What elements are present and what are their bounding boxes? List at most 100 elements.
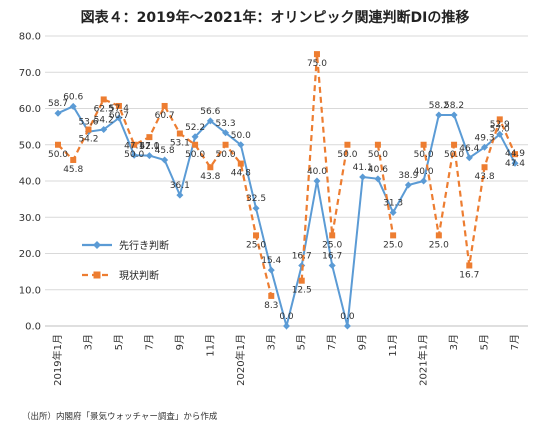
x-tick-label: 7月: [326, 334, 338, 350]
data-label: 0.0: [279, 312, 294, 322]
legend-label: 先行き判断: [119, 239, 169, 252]
point-marker: [435, 111, 443, 119]
point-marker: [496, 116, 503, 123]
data-label: 32.5: [246, 194, 266, 204]
x-tick-label: 7月: [509, 334, 521, 350]
data-label: 12.5: [292, 286, 312, 296]
point-marker: [176, 191, 184, 199]
point-marker: [374, 141, 381, 148]
point-marker: [85, 126, 92, 133]
gridlines: [45, 35, 528, 327]
data-label: 58.2: [444, 101, 464, 111]
data-label: 53.3: [216, 119, 236, 129]
data-label: 58.7: [48, 99, 68, 109]
data-label: 57.0: [490, 124, 510, 134]
data-label: 43.8: [200, 172, 220, 182]
point-marker: [420, 177, 428, 185]
point-marker: [115, 102, 122, 109]
x-tick-label: 11月: [387, 334, 399, 357]
data-label: 0.0: [340, 312, 355, 322]
data-label: 25.0: [246, 240, 266, 250]
point-marker: [313, 177, 321, 185]
data-label: 56.6: [200, 107, 220, 117]
point-marker: [344, 141, 351, 148]
data-label: 47.1: [124, 141, 144, 151]
data-label: 75.0: [307, 59, 327, 69]
point-marker: [130, 151, 138, 159]
point-marker: [404, 181, 412, 189]
point-marker: [450, 111, 458, 119]
point-marker: [451, 141, 458, 148]
data-label: 40.0: [414, 167, 434, 177]
data-label: 50.0: [444, 150, 464, 160]
point-marker: [253, 232, 260, 239]
y-tick-label: 20.0: [19, 249, 41, 260]
data-label: 50.0: [124, 150, 144, 160]
point-marker: [161, 156, 169, 164]
data-label: 44.8: [231, 169, 251, 179]
data-labels: 58.760.653.654.257.447.147.045.836.152.2…: [48, 59, 525, 322]
point-marker: [328, 261, 336, 269]
data-label: 16.7: [322, 251, 342, 261]
x-tick-label: 2019年1月: [51, 334, 64, 386]
data-label: 50.0: [231, 131, 251, 141]
data-label: 25.0: [322, 240, 342, 250]
x-tick-label: 3月: [265, 334, 277, 350]
x-tick-label: 7月: [143, 334, 155, 350]
point-marker: [161, 102, 168, 109]
data-label: 52.9: [490, 120, 510, 130]
legend-marker: [93, 271, 101, 279]
data-label: 38.9: [398, 171, 418, 181]
x-tick-label: 2021年1月: [417, 334, 430, 386]
point-marker: [359, 173, 367, 181]
data-label: 50.0: [368, 150, 388, 160]
data-label: 41.1: [353, 163, 373, 173]
axes: 0.0 10.0 20.0 30.0 40.0 50.0 60.0 70.0 80.0 2019年…: [19, 32, 528, 386]
point-marker: [191, 133, 199, 141]
point-marker: [54, 109, 62, 117]
point-marker: [512, 151, 518, 158]
data-label: 54.2: [94, 116, 114, 126]
data-label: 43.8: [475, 172, 495, 182]
point-marker: [511, 159, 519, 167]
x-tick-label: 9月: [174, 334, 186, 350]
y-tick-label: 0.0: [25, 322, 41, 333]
data-label: 53.1: [170, 139, 190, 149]
x-tick-label: 9月: [357, 334, 369, 350]
x-tick-label: 2020年1月: [234, 334, 247, 386]
series-line-sakiyuki: [57, 105, 516, 330]
point-marker: [329, 232, 336, 239]
series-lines: [54, 51, 519, 330]
y-tick-label: 60.0: [19, 104, 41, 115]
point-marker: [237, 160, 244, 167]
data-label: 54.2: [78, 135, 98, 145]
point-marker: [145, 152, 153, 160]
point-marker: [100, 126, 108, 134]
series-line-genjo: [300, 54, 349, 281]
point-marker: [435, 232, 442, 239]
point-marker: [100, 96, 107, 103]
point-marker: [131, 141, 138, 148]
x-tick-label: 3月: [82, 334, 94, 350]
source-note: （出所）内閣府「景気ウォッチャー調査」から作成: [22, 411, 218, 422]
data-label: 49.3: [475, 133, 495, 143]
point-marker: [252, 204, 260, 212]
point-marker: [481, 143, 489, 151]
point-marker: [298, 277, 305, 284]
data-label: 47.0: [139, 142, 159, 152]
x-tick-label: 3月: [448, 334, 460, 350]
point-marker: [390, 232, 397, 239]
data-label: 36.1: [170, 181, 190, 191]
y-tick-label: 80.0: [19, 32, 41, 43]
data-label: 16.7: [292, 251, 312, 261]
data-label: 50.0: [185, 150, 205, 160]
legend-marker: [93, 241, 101, 249]
y-tick-label: 40.0: [19, 177, 41, 188]
point-marker: [70, 156, 77, 163]
y-tick-label: 50.0: [19, 140, 41, 151]
data-label: 25.0: [429, 240, 449, 250]
point-marker: [465, 154, 473, 162]
x-tick-label: 5月: [296, 334, 308, 350]
chart-title: 図表４：2019年～2021年：オリンピック関連判断DIの推移: [81, 9, 470, 26]
point-marker: [146, 134, 153, 141]
